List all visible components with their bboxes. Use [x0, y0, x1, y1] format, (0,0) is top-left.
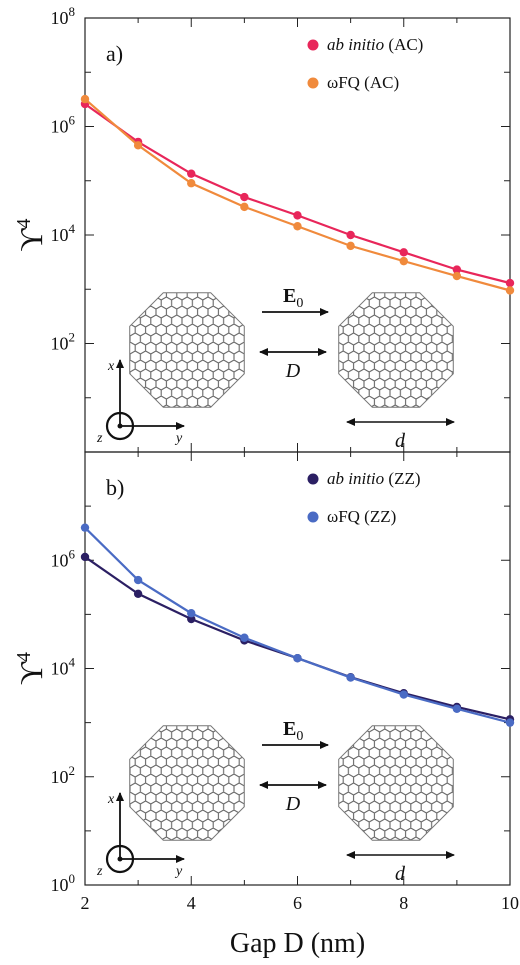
data-point: [133, 575, 143, 585]
series-line: [84, 556, 511, 721]
data-point: [452, 704, 462, 714]
chart-panel-b: 100 102 104 106 2 4 6 8 10 ϒ4 Gap D (nm) b) ab initi…: [13, 451, 519, 959]
graphene-flake-right: [338, 292, 454, 408]
legend-marker: [307, 39, 319, 51]
inset-schematic: E0 Dd x y z: [96, 718, 455, 885]
axis-label-z: z: [96, 864, 103, 879]
y-tick-label: 102: [51, 763, 76, 787]
data-point: [346, 673, 355, 682]
data-point: [240, 192, 249, 202]
data-point: [240, 202, 249, 212]
axis-label-y: y: [174, 431, 183, 446]
data-point: [452, 265, 462, 274]
legend-entry: ab initio (AC): [327, 35, 423, 54]
y-tick-label: 104: [51, 655, 76, 679]
data-point: [187, 614, 196, 624]
series-line: [84, 98, 511, 292]
data-point: [346, 230, 355, 240]
x-tick-label: 6: [293, 893, 302, 913]
data-point: [399, 248, 408, 257]
legend-marker: [307, 77, 319, 89]
panel-label: a): [106, 41, 123, 66]
panel-label: b): [106, 475, 124, 500]
x-tick-label: 8: [399, 893, 408, 913]
series-line: [84, 526, 511, 724]
data-point: [293, 653, 302, 663]
legend-entry: ωFQ (ZZ): [327, 507, 396, 526]
axis-label-z: z: [96, 431, 103, 446]
data-point: [80, 94, 90, 104]
data-point: [80, 523, 90, 532]
gap-label: D: [285, 360, 301, 382]
axis-label-y: y: [174, 864, 183, 879]
legend-marker: [307, 511, 319, 523]
data-point: [452, 271, 462, 281]
size-label: d: [395, 430, 406, 452]
inset-schematic: E0 Dd x y z: [96, 285, 455, 452]
axis-label-x: x: [107, 792, 115, 807]
data-point: [187, 179, 196, 188]
y-tick-label: 108: [51, 4, 76, 28]
z-axis-dot: [117, 423, 123, 429]
graphene-flake-right: [338, 725, 454, 841]
graphene-flake-left: [129, 292, 245, 408]
data-point: [187, 169, 196, 178]
data-point: [133, 589, 143, 598]
size-label: d: [395, 863, 406, 885]
y-tick-label: 106: [51, 546, 76, 570]
z-axis-dot: [117, 856, 123, 862]
y-tick-label: 104: [51, 221, 76, 245]
legend-entry: ab initio (ZZ): [327, 469, 421, 488]
legend-entry: ωFQ (AC): [327, 73, 399, 92]
series-line: [84, 103, 511, 285]
data-point: [505, 718, 515, 727]
x-axis-label: Gap D (nm): [230, 928, 365, 959]
data-point: [399, 256, 408, 266]
y-tick-label: 106: [51, 113, 76, 137]
data-point: [240, 633, 249, 642]
chart-panel-a: 102 104 106 108 ϒ4 a) ab initio (AC) ωFQ (AC) E0…: [13, 4, 515, 453]
x-tick-label: 4: [187, 893, 196, 913]
gap-label: D: [285, 793, 301, 815]
data-point: [293, 211, 302, 220]
legend-marker: [307, 473, 319, 485]
z-axis-ring: [105, 411, 135, 441]
z-axis-ring: [105, 844, 135, 874]
x-tick-label: 10: [501, 893, 519, 913]
axis-label-x: x: [107, 359, 115, 374]
y-axis-label: ϒ4: [13, 218, 49, 251]
data-point: [399, 690, 408, 699]
data-point: [187, 609, 196, 618]
data-point: [293, 222, 302, 231]
y-tick-label: 102: [51, 330, 76, 354]
data-point: [346, 241, 355, 251]
data-point: [133, 141, 143, 150]
field-label: E0: [283, 718, 303, 744]
x-tick-label: 2: [81, 893, 90, 913]
graphene-flake-left: [129, 725, 245, 841]
y-axis-label: ϒ4: [13, 652, 49, 685]
y-tick-label: 100: [51, 871, 76, 895]
field-label: E0: [283, 285, 303, 311]
data-point: [505, 278, 515, 288]
data-point: [505, 286, 515, 295]
data-point: [80, 552, 90, 562]
